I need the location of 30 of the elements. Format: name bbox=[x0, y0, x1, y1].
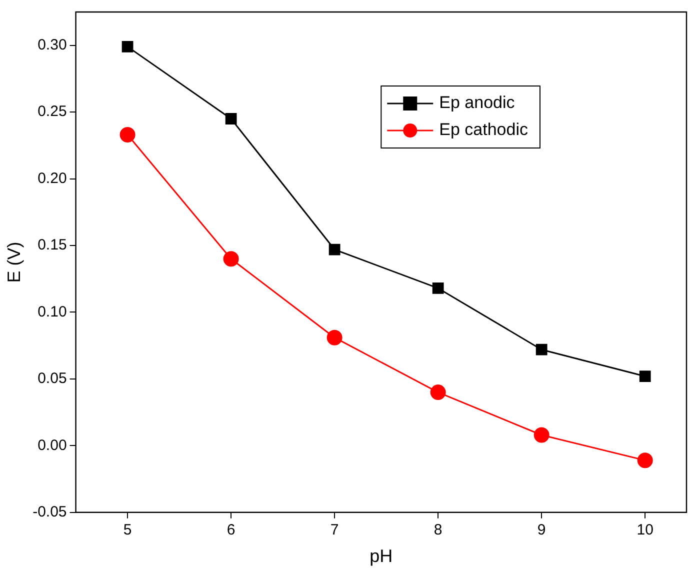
point bbox=[122, 40, 134, 52]
y-tick-label: 0.05 bbox=[38, 370, 67, 388]
y-tick-label: -0.05 bbox=[32, 504, 67, 521]
x-tick-label: 8 bbox=[434, 522, 442, 539]
y-tick-label: 0.10 bbox=[38, 303, 67, 320]
point bbox=[120, 127, 136, 143]
y-tick-label: 0.25 bbox=[38, 103, 67, 120]
legend-label: Ep cathodic bbox=[439, 120, 528, 140]
point bbox=[225, 113, 237, 124]
point bbox=[430, 384, 446, 400]
y-tick-label: 0.15 bbox=[38, 236, 67, 254]
point bbox=[326, 330, 342, 346]
point bbox=[534, 427, 550, 443]
point bbox=[328, 244, 340, 256]
point bbox=[637, 452, 653, 468]
legend-label: Ep anodic bbox=[439, 93, 516, 112]
y-tick-label: 0.30 bbox=[38, 36, 67, 54]
x-tick-label: 6 bbox=[226, 522, 236, 539]
x-tick-label: 9 bbox=[537, 522, 546, 539]
point bbox=[223, 251, 239, 267]
y-axis-title: E (V) bbox=[4, 242, 24, 283]
point bbox=[536, 344, 548, 356]
x-axis-title: pH bbox=[370, 546, 393, 566]
y-tick-label: 0.00 bbox=[38, 436, 67, 454]
point bbox=[432, 282, 444, 294]
y-tick-label: 0.20 bbox=[38, 170, 67, 187]
x-tick-label: 5 bbox=[123, 522, 132, 539]
x-tick-label: 7 bbox=[330, 522, 339, 539]
point bbox=[639, 370, 651, 382]
x-tick-label: 10 bbox=[636, 522, 654, 539]
